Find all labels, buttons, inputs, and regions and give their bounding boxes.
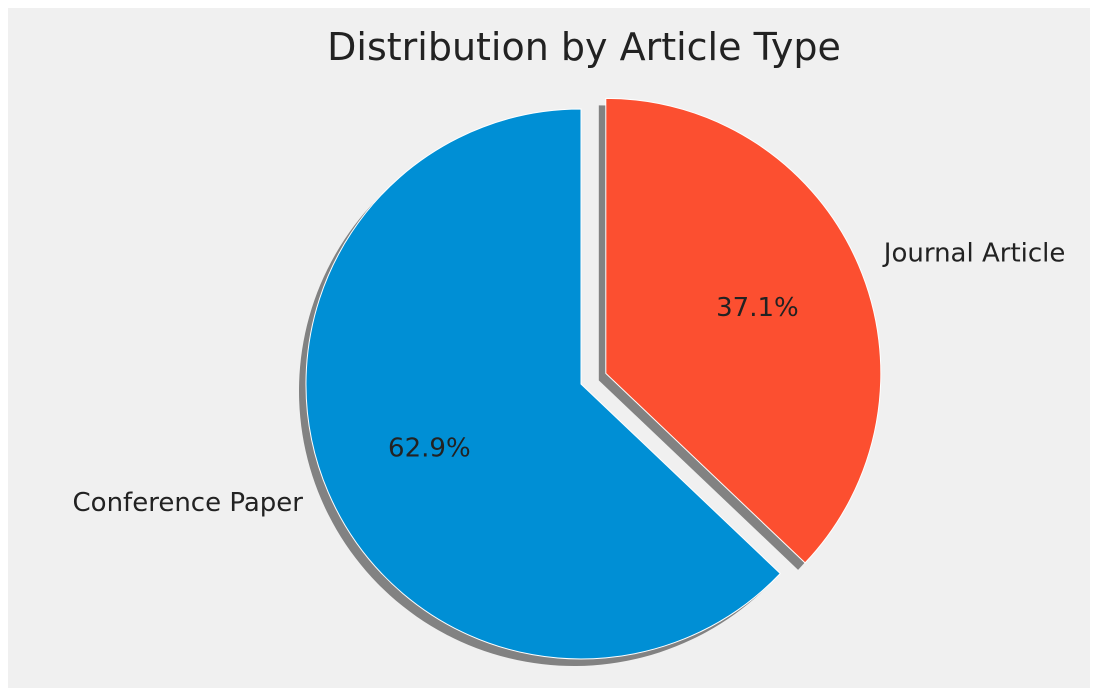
slice-labels: Conference Paper 62.9% Journal Article 37.1… bbox=[73, 239, 1066, 518]
slice-percent-conference-paper: 62.9% bbox=[388, 434, 471, 464]
slice-journal-article bbox=[605, 97, 882, 564]
pie-slices bbox=[305, 97, 882, 660]
slice-label-journal-article: Journal Article bbox=[882, 239, 1066, 269]
chart-title: Distribution by Article Type bbox=[327, 25, 841, 69]
slice-conference-paper bbox=[305, 108, 781, 660]
slice-label-conference-paper: Conference Paper bbox=[73, 488, 304, 518]
slice-percent-journal-article: 37.1% bbox=[716, 293, 799, 323]
